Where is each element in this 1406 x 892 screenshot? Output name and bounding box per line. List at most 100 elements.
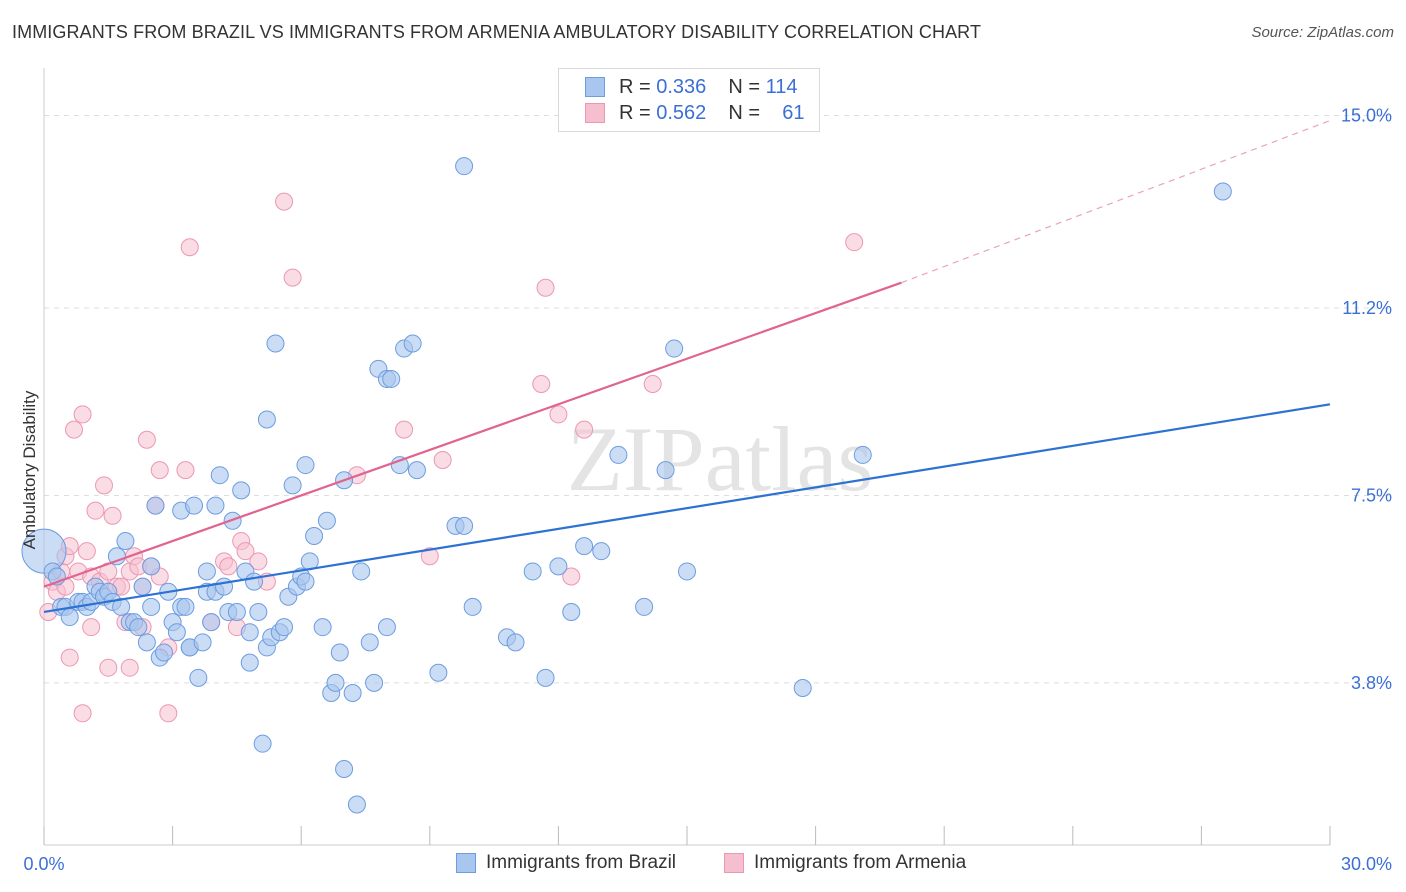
brazil-point <box>185 496 204 515</box>
brazil-point <box>523 562 542 581</box>
armenia-point <box>249 552 268 571</box>
stats-legend: R = 0.336 N = 114 R = 0.562 N = 61 <box>558 68 820 132</box>
x-tick-label: 0.0% <box>23 854 64 874</box>
armenia-point <box>420 547 439 566</box>
armenia-point <box>180 238 199 257</box>
brazil-point <box>146 496 165 515</box>
brazil-point <box>853 445 872 464</box>
brazil-point <box>215 577 234 596</box>
brazil-point <box>377 618 396 637</box>
brazil-point <box>167 623 186 642</box>
brazil-point <box>335 760 354 779</box>
armenia-point <box>73 405 92 424</box>
brazil-point <box>240 653 259 672</box>
brazil-point <box>609 445 628 464</box>
armenia-point <box>137 430 156 449</box>
brazil-point <box>665 339 684 358</box>
brazil-point <box>506 633 525 652</box>
armenia-trend-line <box>43 281 902 588</box>
brazil-point <box>60 608 79 627</box>
brazil-point <box>189 668 208 687</box>
brazil-point <box>656 461 675 480</box>
brazil-point <box>240 623 259 642</box>
brazil-point <box>257 410 276 429</box>
n-label: N = <box>728 101 760 124</box>
source-label: Source: ZipAtlas.com <box>1251 24 1394 41</box>
brazil-point <box>592 542 611 561</box>
armenia-point <box>95 476 114 495</box>
armenia-point <box>575 420 594 439</box>
armenia-point <box>219 557 238 576</box>
brazil-point <box>206 496 225 515</box>
brazil-point <box>142 557 161 576</box>
armenia-point <box>86 501 105 520</box>
armenia-point <box>150 461 169 480</box>
brazil-point <box>562 602 581 621</box>
brazil-swatch <box>585 77 605 97</box>
brazil-point <box>575 537 594 556</box>
brazil-point <box>202 613 221 632</box>
armenia-point <box>176 461 195 480</box>
brazil-trend-line <box>43 403 1331 614</box>
armenia-point <box>103 506 122 525</box>
brazil-point <box>275 618 294 637</box>
brazil-point <box>635 597 654 616</box>
r-value: 0.562 <box>656 101 707 124</box>
brazil-point <box>227 602 246 621</box>
armenia-point <box>845 233 864 252</box>
brazil-point <box>463 597 482 616</box>
brazil-point <box>403 334 422 353</box>
armenia-point <box>159 704 178 723</box>
brazil-point <box>455 516 474 535</box>
brazil-point <box>305 526 324 545</box>
r-label: R = <box>619 75 651 98</box>
armenia-swatch <box>585 103 605 123</box>
brazil-point <box>793 678 812 697</box>
brazil-point <box>360 633 379 652</box>
brazil-point <box>365 673 384 692</box>
trend-lines <box>43 120 1331 614</box>
brazil-legend-swatch <box>456 853 476 873</box>
brazil-point <box>133 577 152 596</box>
brazil-point <box>253 734 272 753</box>
tick-labels: 3.8% 7.5% 11.2% 15.0% 0.0% 30.0% <box>23 106 1392 874</box>
brazil-point <box>142 597 161 616</box>
armenia-point <box>536 278 555 297</box>
legend-label-brazil: Immigrants from Brazil <box>486 852 677 873</box>
brazil-point <box>296 456 315 475</box>
brazil-point <box>455 157 474 176</box>
y-axis-label: Ambulatory Disability <box>20 390 39 550</box>
armenia-point <box>275 192 294 211</box>
armenia-point <box>562 567 581 586</box>
y-tick-label: 15.0% <box>1341 106 1392 126</box>
x-tick-label: 30.0% <box>1341 854 1392 874</box>
brazil-point <box>155 643 174 662</box>
armenia-point <box>433 451 452 469</box>
armenia-point <box>73 704 92 723</box>
brazil-point <box>232 481 251 500</box>
brazil-point <box>197 562 216 581</box>
chart-title: IMMIGRANTS FROM BRAZIL VS IMMIGRANTS FRO… <box>12 22 982 42</box>
armenia-point <box>60 648 79 667</box>
brazil-point <box>407 461 426 480</box>
brazil-point <box>296 572 315 591</box>
brazil-point <box>536 668 555 687</box>
brazil-point <box>382 369 401 388</box>
r-value: 0.336 <box>656 75 707 98</box>
brazil-point <box>317 511 336 530</box>
brazil-point <box>107 547 126 566</box>
armenia-point <box>65 420 84 439</box>
brazil-point <box>352 562 371 581</box>
brazil-point <box>245 572 264 591</box>
grid-lines <box>44 115 1392 684</box>
y-tick-label: 11.2% <box>1342 298 1392 318</box>
brazil-point <box>429 663 448 682</box>
series-legend: Immigrants from Brazil Immigrants from A… <box>0 852 1406 878</box>
brazil-point <box>137 633 156 652</box>
n-label: N = <box>728 75 760 98</box>
brazil-point <box>313 618 332 637</box>
brazil-point <box>249 602 268 621</box>
brazil-point <box>210 466 229 485</box>
y-tick-label: 7.5% <box>1351 485 1392 505</box>
